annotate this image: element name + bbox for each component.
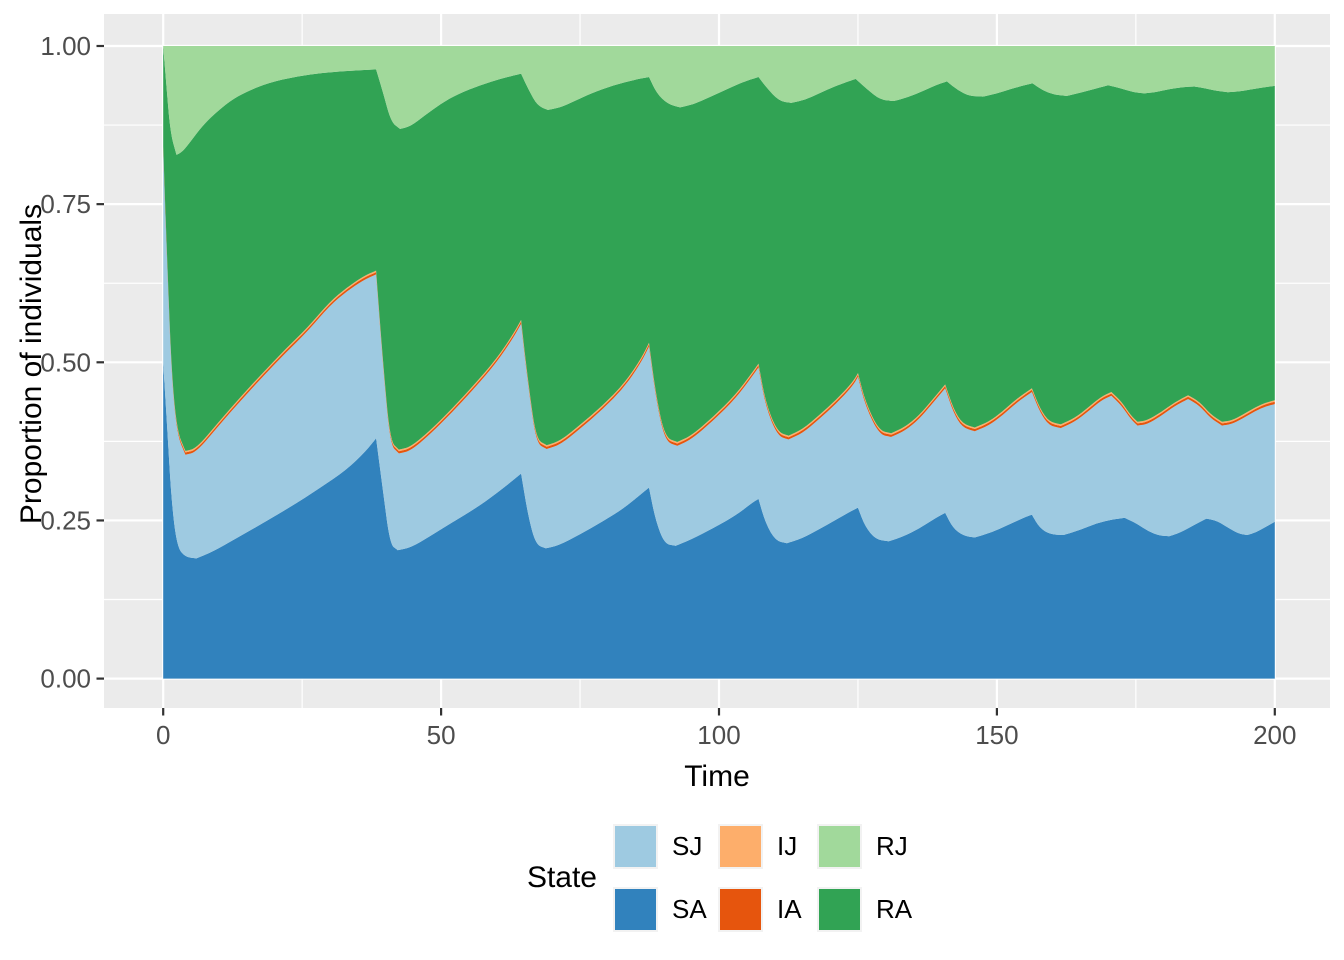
y-tick-label: 0.50 [40, 347, 91, 377]
area-SA [163, 362, 1275, 679]
x-tick-label: 200 [1253, 720, 1296, 750]
area-SJ [163, 150, 1275, 559]
y-axis-title: Proportion of individuals [15, 203, 48, 525]
x-tick-label: 50 [427, 720, 456, 750]
y-tick-label: 0.25 [40, 505, 91, 535]
x-tick-label: 100 [697, 720, 740, 750]
x-tick-label: 0 [156, 720, 170, 750]
x-tick-label: 150 [975, 720, 1018, 750]
y-tick-label: 0.75 [40, 189, 91, 219]
x-axis-title: Time [684, 760, 750, 793]
area-RA [163, 46, 1275, 451]
area-RJ [163, 46, 1275, 155]
y-tick-label: 0.00 [40, 664, 91, 694]
y-tick-label: 1.00 [40, 31, 91, 61]
